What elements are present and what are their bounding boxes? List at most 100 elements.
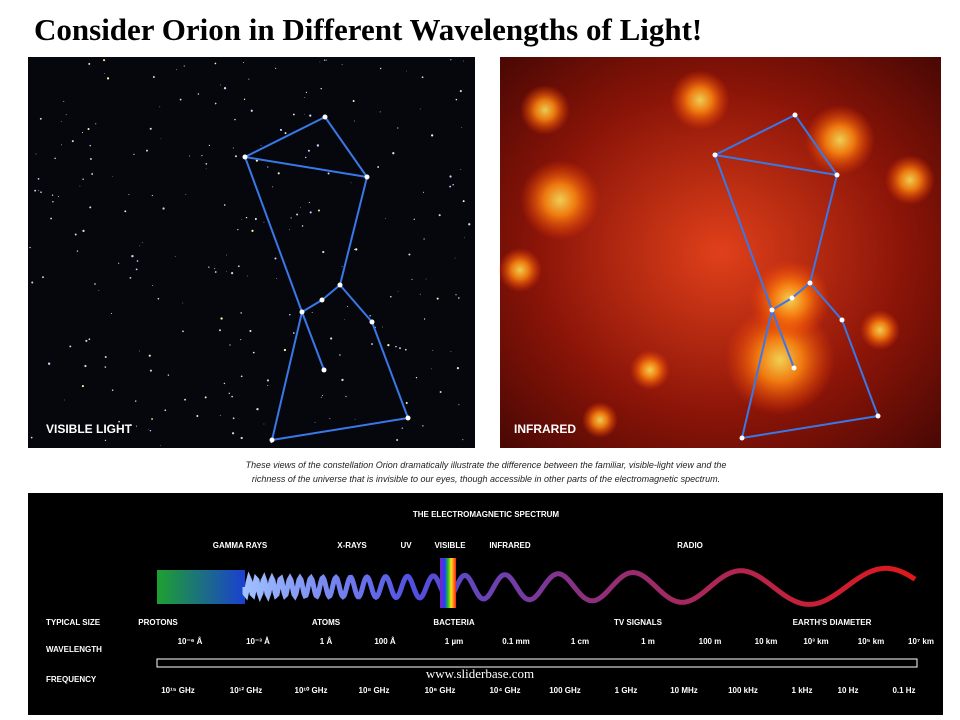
star <box>223 87 227 90</box>
star <box>214 102 217 105</box>
constellation-line <box>741 309 773 439</box>
star <box>304 97 305 98</box>
star <box>205 162 208 165</box>
star <box>231 432 235 435</box>
constellation-line <box>244 156 303 313</box>
star <box>240 339 242 341</box>
star <box>279 128 283 131</box>
star <box>38 190 40 191</box>
star <box>329 418 331 420</box>
star <box>344 319 346 321</box>
star <box>299 207 301 209</box>
constellation-star <box>712 152 718 158</box>
star <box>330 337 333 340</box>
star <box>323 59 326 61</box>
constellation-star <box>792 112 798 118</box>
caption-line: richness of the universe that is invisib… <box>252 474 720 484</box>
constellation-line <box>244 156 368 178</box>
star <box>89 158 92 160</box>
star <box>267 384 269 387</box>
star <box>379 67 382 70</box>
star <box>182 302 184 304</box>
star <box>396 439 399 441</box>
star <box>223 382 226 385</box>
star <box>274 257 277 260</box>
star <box>63 399 65 401</box>
star <box>456 366 460 370</box>
star <box>240 436 243 440</box>
star <box>149 430 152 432</box>
star <box>214 268 216 270</box>
star <box>51 194 54 196</box>
frequency-label: 10 MHz <box>670 686 698 695</box>
star <box>112 176 113 177</box>
constellation-star <box>242 154 248 160</box>
star <box>234 155 237 158</box>
star <box>385 218 386 219</box>
constellation-star <box>769 307 775 313</box>
constellation-line <box>809 174 838 284</box>
star <box>189 155 191 157</box>
star <box>162 207 165 210</box>
wavelength-label: 10⁻³ Å <box>246 637 270 646</box>
wavelength-label: 0.1 mm <box>502 637 530 646</box>
star <box>52 201 54 203</box>
star <box>423 238 425 240</box>
constellation-star <box>739 435 745 441</box>
star <box>229 344 231 346</box>
star <box>392 152 395 155</box>
star <box>128 194 130 195</box>
band-label: VISIBLE <box>434 541 466 550</box>
star <box>201 155 203 157</box>
star <box>131 254 134 258</box>
band-label: X-RAYS <box>337 541 367 550</box>
star <box>76 250 79 252</box>
glow <box>860 310 900 350</box>
constellation-star <box>875 413 881 419</box>
star <box>147 428 149 430</box>
star <box>223 204 226 206</box>
star <box>111 389 114 391</box>
star <box>61 144 62 146</box>
star <box>296 213 299 216</box>
glow <box>630 350 670 390</box>
star <box>135 268 138 271</box>
star <box>152 285 153 286</box>
star <box>292 332 295 334</box>
constellation-line <box>794 114 838 176</box>
row-label: WAVELENGTH <box>46 645 102 654</box>
star <box>31 281 34 284</box>
band-label: RADIO <box>677 541 703 550</box>
frequency-label: 10⁴ GHz <box>489 686 520 695</box>
frequency-label: 10⁶ GHz <box>425 686 456 695</box>
infrared-glows <box>498 70 935 438</box>
star <box>449 185 452 188</box>
star <box>220 317 223 320</box>
star <box>415 377 418 379</box>
star <box>81 131 84 134</box>
star <box>304 113 305 115</box>
glow <box>885 155 935 205</box>
star <box>146 149 148 152</box>
constellation-line <box>714 154 773 311</box>
star <box>395 345 397 348</box>
constellation-line <box>271 311 303 441</box>
star <box>57 196 59 198</box>
star <box>118 262 120 264</box>
star <box>167 374 170 376</box>
star <box>129 277 132 279</box>
star <box>98 290 100 291</box>
glow <box>520 160 600 240</box>
star <box>460 169 462 170</box>
star <box>319 61 321 63</box>
star <box>422 191 425 193</box>
star <box>413 218 415 220</box>
star <box>219 414 221 416</box>
wavelength-label: 100 m <box>699 637 722 646</box>
star <box>110 312 112 314</box>
star <box>454 257 456 259</box>
star <box>149 127 152 130</box>
star <box>136 260 139 262</box>
star <box>232 417 235 420</box>
star <box>423 318 426 320</box>
